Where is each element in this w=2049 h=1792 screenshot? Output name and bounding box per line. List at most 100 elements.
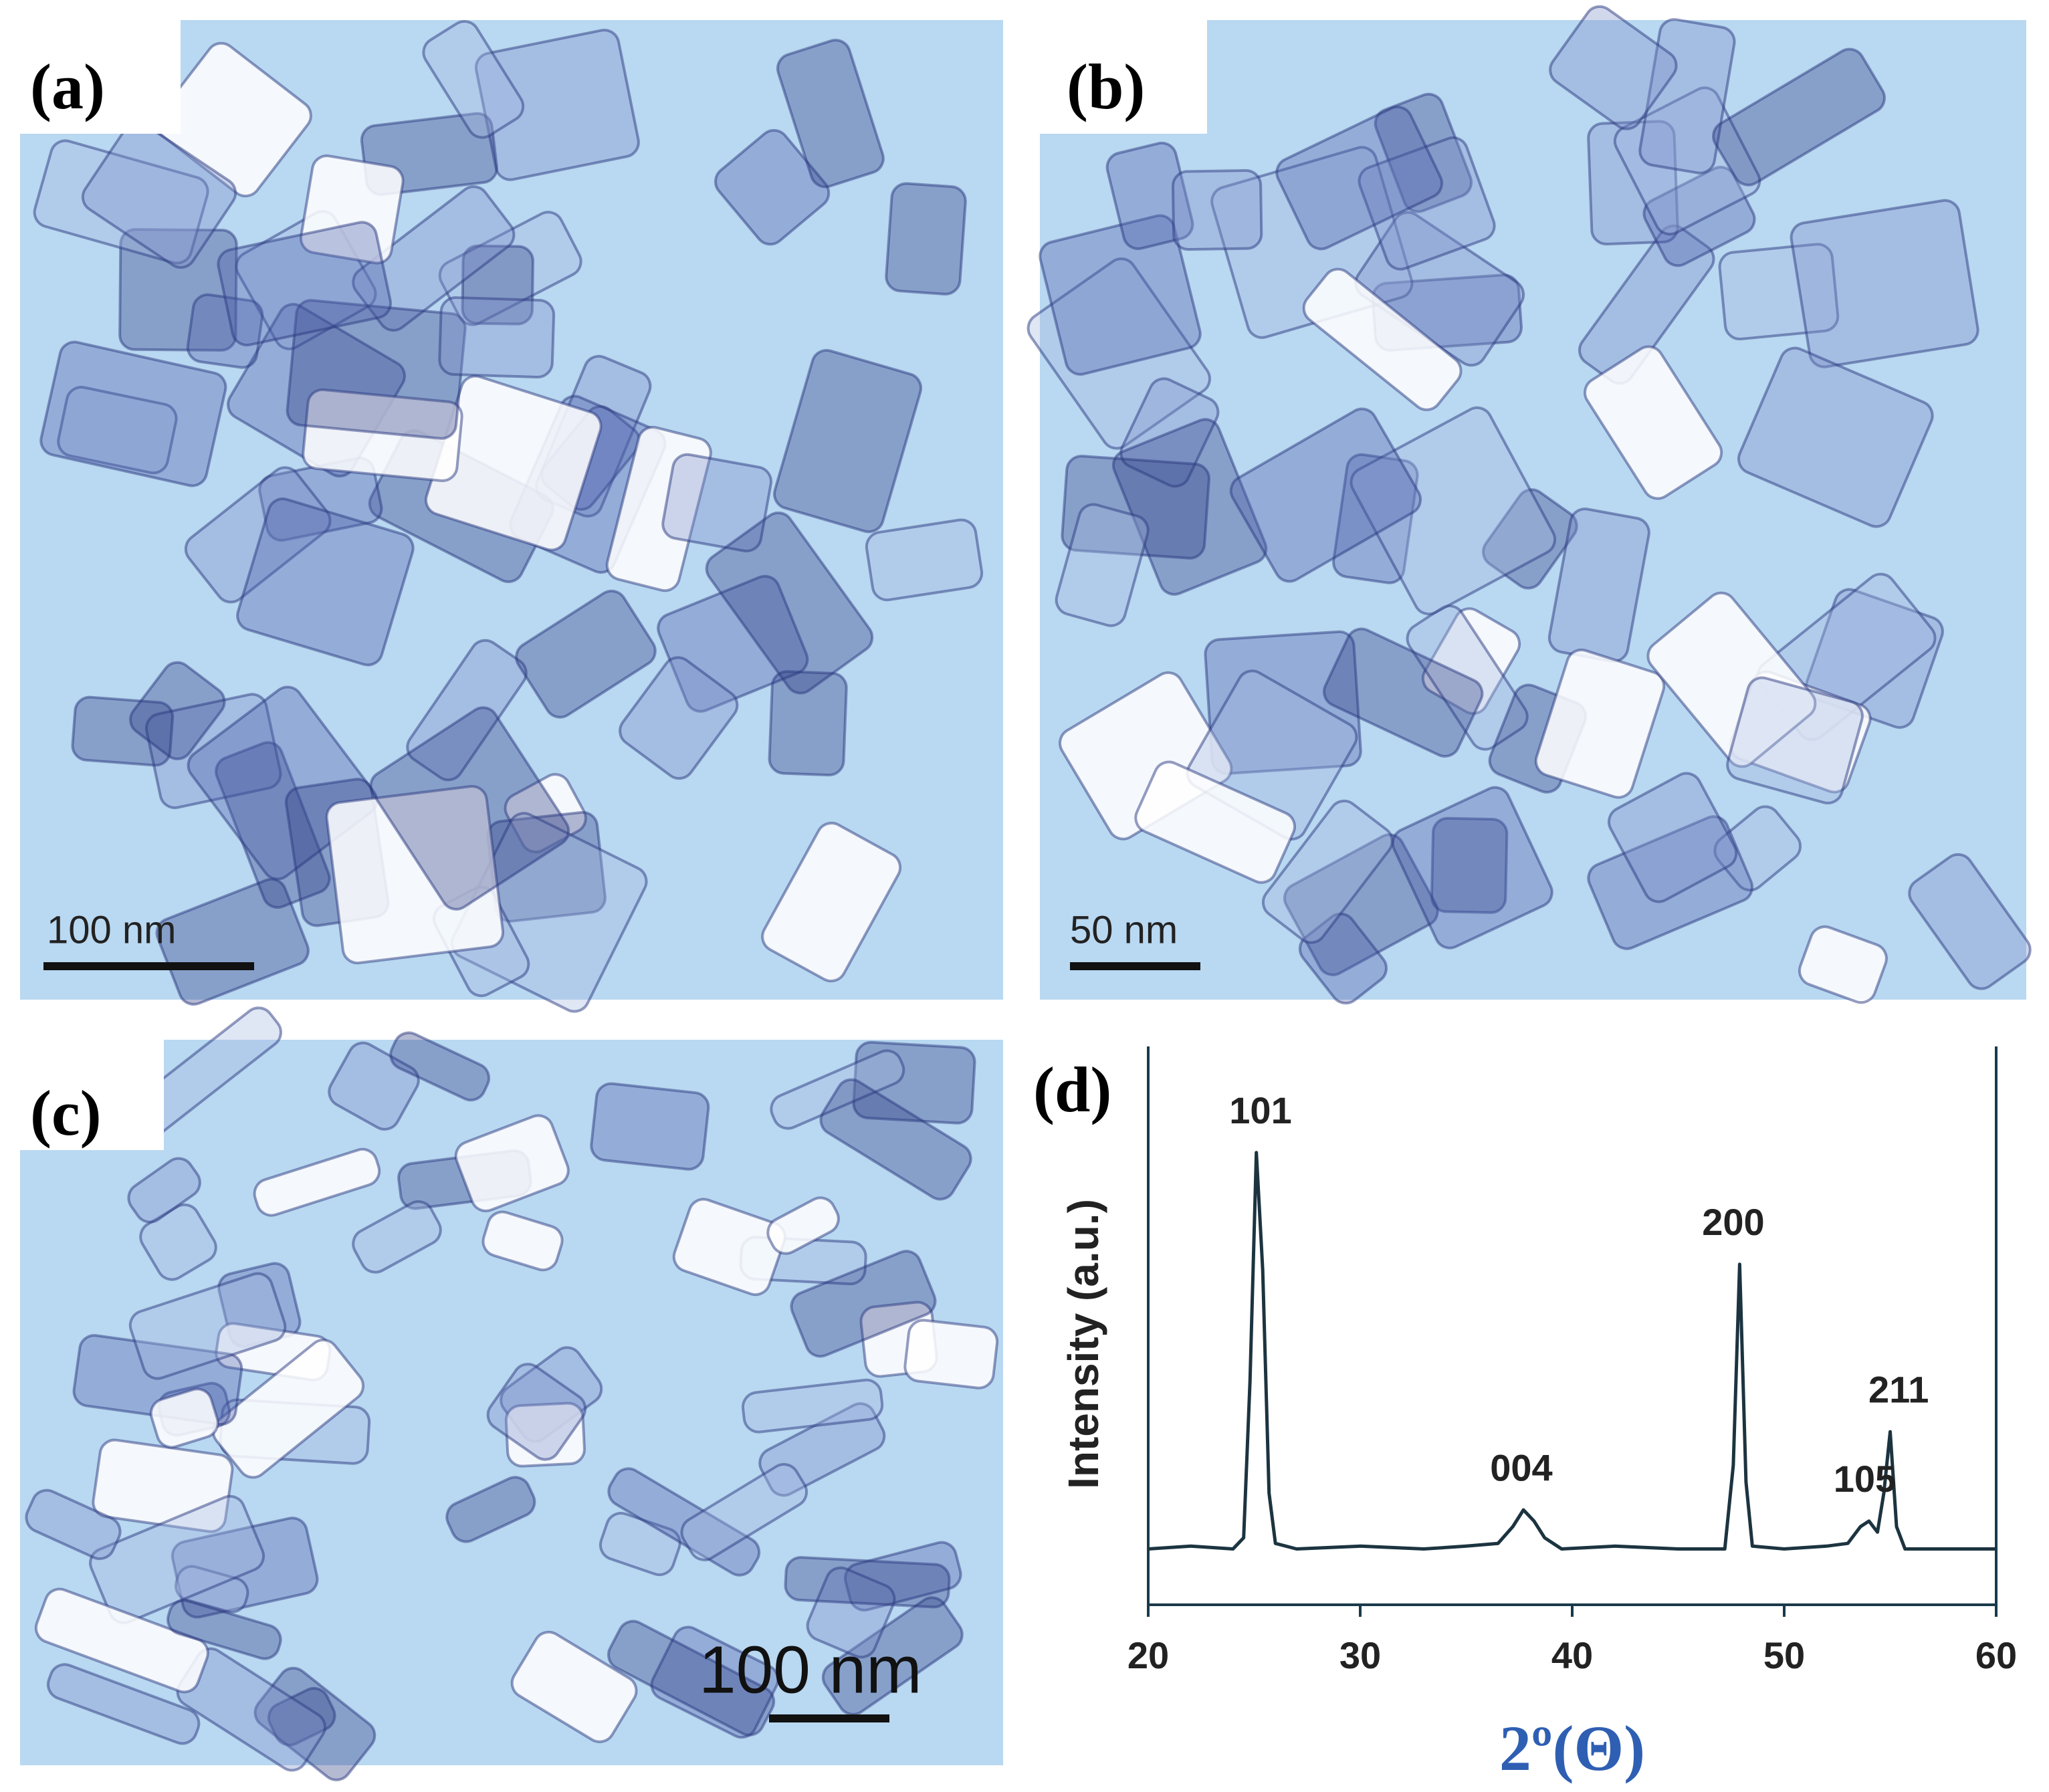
particle bbox=[510, 1630, 638, 1743]
particle bbox=[1134, 760, 1296, 884]
particle bbox=[1105, 141, 1194, 250]
particle bbox=[1302, 267, 1463, 411]
particle bbox=[118, 228, 238, 352]
particle bbox=[1261, 799, 1394, 944]
particle bbox=[445, 1476, 536, 1543]
x-tick-label: 60 bbox=[1975, 1634, 2017, 1676]
particle bbox=[1374, 92, 1473, 213]
label-box bbox=[20, 1040, 164, 1150]
particle bbox=[515, 589, 657, 719]
particle bbox=[741, 1378, 884, 1434]
particle bbox=[286, 299, 467, 440]
particle bbox=[1358, 136, 1496, 271]
scale-bar-label: 50 nm bbox=[1070, 908, 1178, 951]
particle bbox=[438, 296, 556, 378]
particle bbox=[1638, 18, 1736, 175]
particle bbox=[486, 1363, 587, 1461]
particle bbox=[89, 1494, 265, 1624]
particle bbox=[819, 1078, 972, 1201]
particle bbox=[481, 1210, 564, 1272]
particle bbox=[1283, 833, 1439, 976]
particle bbox=[186, 293, 264, 369]
panel-label: (c) bbox=[30, 1077, 102, 1149]
peak-label: 200 bbox=[1702, 1201, 1764, 1243]
particle bbox=[302, 388, 463, 482]
particle bbox=[1798, 925, 1888, 1004]
particle bbox=[766, 1196, 840, 1255]
particle bbox=[1061, 455, 1210, 560]
particle bbox=[885, 182, 967, 296]
particle bbox=[369, 706, 570, 911]
x-tick-label: 30 bbox=[1339, 1634, 1381, 1676]
particle bbox=[1275, 105, 1443, 251]
particle bbox=[607, 1467, 761, 1577]
particle bbox=[1111, 418, 1268, 596]
particle bbox=[821, 1596, 964, 1716]
particle bbox=[71, 695, 175, 767]
particle bbox=[1204, 630, 1362, 775]
particle bbox=[1229, 407, 1422, 583]
particle bbox=[661, 453, 772, 553]
particle bbox=[461, 244, 534, 326]
peak-label: 211 bbox=[1868, 1368, 1929, 1410]
particle bbox=[127, 1157, 201, 1224]
particle bbox=[1421, 607, 1521, 715]
particle bbox=[903, 1319, 999, 1389]
peak-label: 105 bbox=[1834, 1458, 1896, 1500]
particle bbox=[389, 1031, 491, 1102]
particle bbox=[81, 121, 237, 269]
particle bbox=[1718, 243, 1840, 341]
particle bbox=[784, 1556, 951, 1609]
particles bbox=[25, 5, 2032, 1781]
particle bbox=[1712, 47, 1886, 187]
particle bbox=[236, 497, 415, 667]
particle bbox=[1646, 591, 1817, 768]
particle bbox=[758, 1402, 886, 1497]
particle bbox=[25, 1488, 122, 1561]
particle bbox=[1055, 503, 1150, 627]
particle bbox=[657, 574, 809, 713]
particle bbox=[57, 386, 178, 475]
x-axis-label: 2º(Θ) bbox=[1499, 1712, 1645, 1784]
particle bbox=[1171, 169, 1263, 251]
peak-label: 101 bbox=[1229, 1089, 1291, 1131]
peak-label: 004 bbox=[1490, 1446, 1552, 1488]
x-tick-label: 40 bbox=[1551, 1634, 1593, 1676]
particle bbox=[843, 1541, 962, 1612]
particle bbox=[39, 340, 227, 487]
particle bbox=[1607, 772, 1738, 903]
particle bbox=[1908, 853, 2032, 990]
particle bbox=[171, 1517, 319, 1619]
particle bbox=[605, 425, 712, 592]
particle bbox=[217, 221, 393, 347]
particle bbox=[768, 670, 848, 777]
x-tick-label: 50 bbox=[1763, 1634, 1805, 1676]
panel-label: (a) bbox=[30, 51, 105, 122]
particle bbox=[865, 518, 984, 602]
particle bbox=[325, 784, 505, 965]
particle bbox=[607, 1619, 776, 1737]
particle bbox=[1584, 345, 1723, 500]
particle bbox=[1587, 815, 1754, 950]
particle bbox=[1713, 805, 1802, 892]
label-box bbox=[20, 20, 181, 134]
x-tick-label: 20 bbox=[1127, 1634, 1169, 1676]
particle bbox=[1391, 786, 1553, 949]
particle bbox=[806, 1566, 896, 1659]
particle bbox=[128, 1272, 287, 1380]
particle bbox=[422, 20, 525, 139]
particle bbox=[1332, 453, 1419, 584]
particle bbox=[1350, 406, 1557, 616]
particle bbox=[1613, 86, 1761, 236]
particle bbox=[761, 821, 902, 983]
particle bbox=[773, 348, 923, 534]
scale-bar-label: 100 nm bbox=[699, 1632, 922, 1707]
particle bbox=[1642, 166, 1756, 267]
particle bbox=[34, 1587, 209, 1694]
particle bbox=[46, 1663, 201, 1745]
particle bbox=[1027, 257, 1211, 450]
particle bbox=[650, 1626, 780, 1739]
label-box bbox=[1040, 20, 1207, 134]
particle bbox=[672, 1198, 786, 1297]
